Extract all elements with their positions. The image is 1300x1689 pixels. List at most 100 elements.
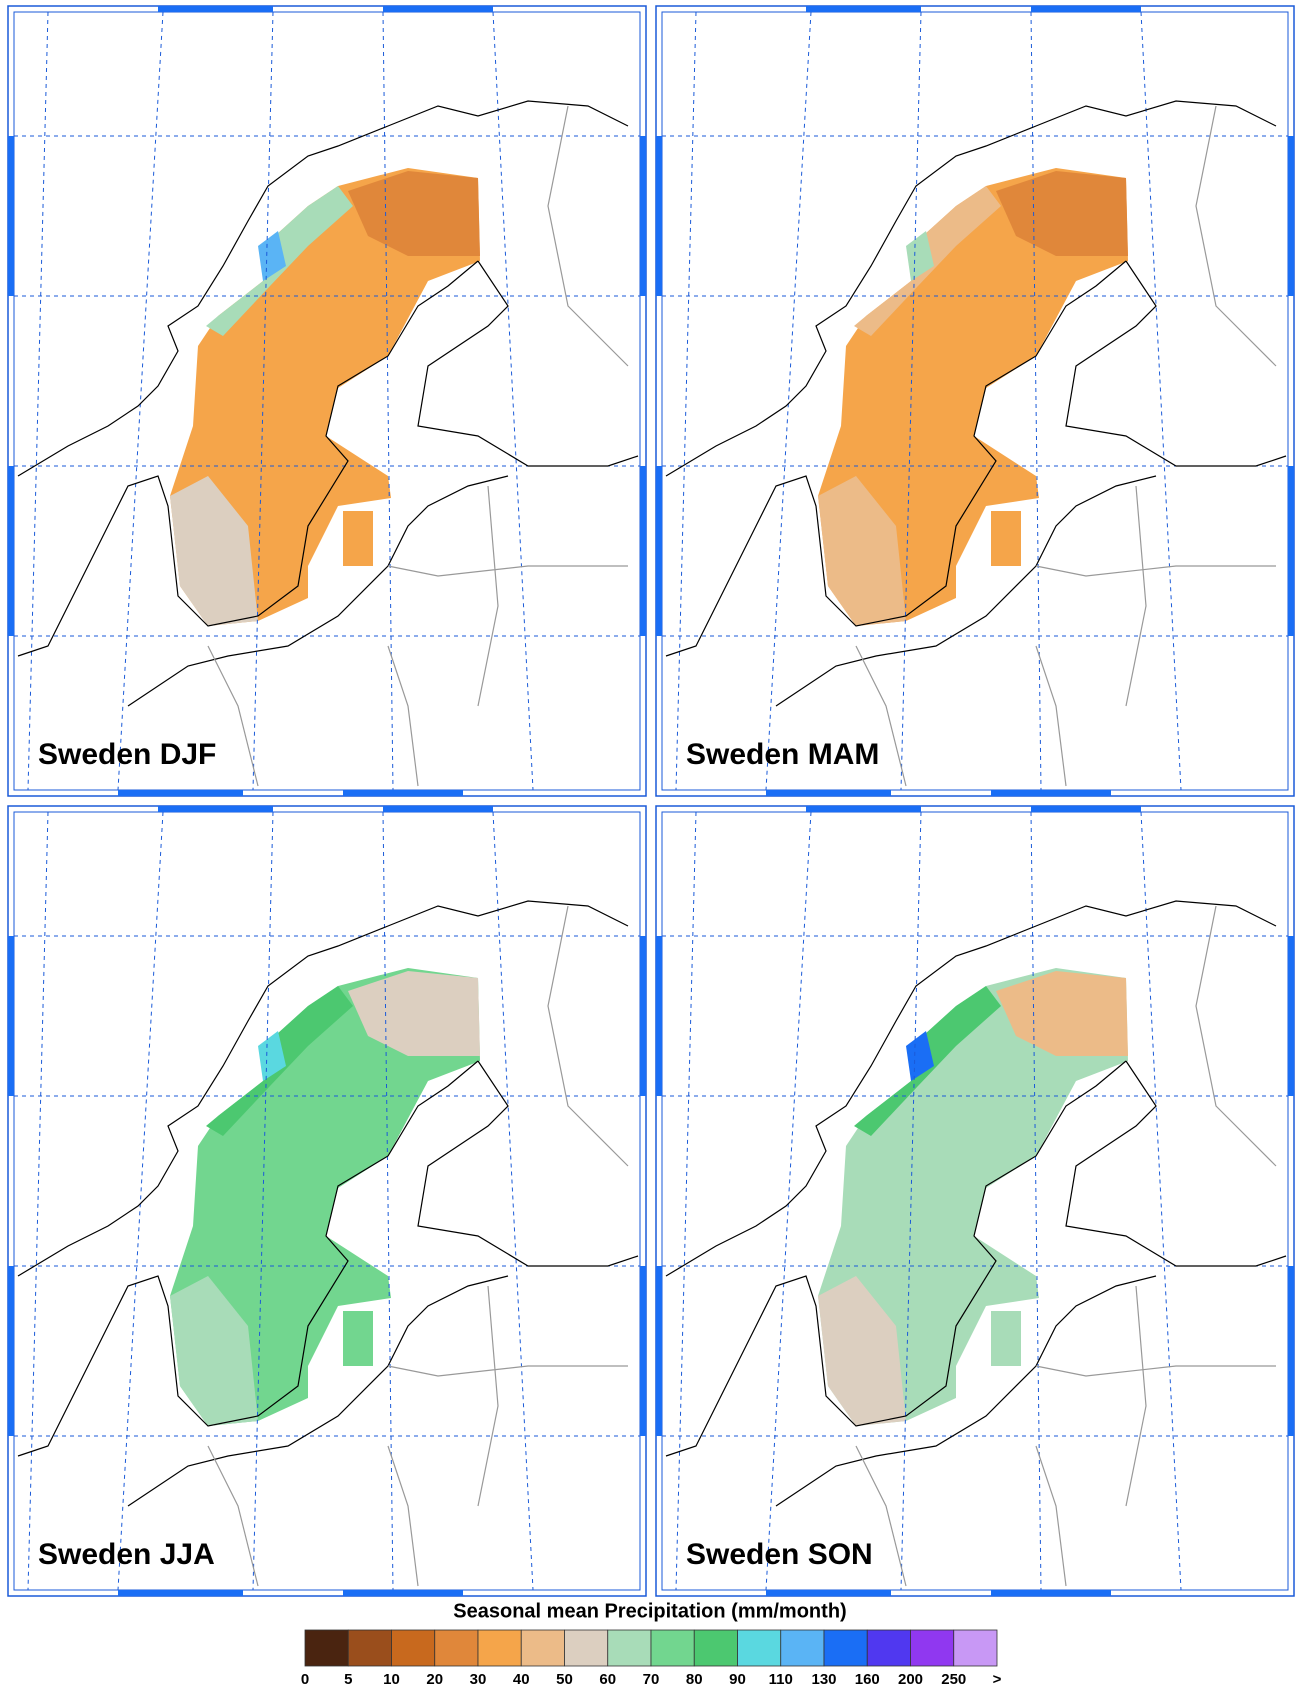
graticule xyxy=(492,11,534,791)
graticule xyxy=(382,811,394,1591)
precip-field xyxy=(818,968,1128,1426)
precip-field xyxy=(818,476,906,626)
colorbar-label: 70 xyxy=(643,1671,660,1688)
border-tick xyxy=(640,466,646,636)
border-tick xyxy=(343,790,463,796)
graticule xyxy=(1030,11,1042,791)
colorbar-swatch xyxy=(477,1629,522,1667)
border-tick xyxy=(118,1590,243,1596)
border-tick xyxy=(8,936,14,1096)
colorbar-swatch xyxy=(434,1629,479,1667)
colorbar-swatch xyxy=(607,1629,652,1667)
map-frame xyxy=(661,811,1289,1591)
border-tick xyxy=(806,806,921,812)
graticule xyxy=(492,811,534,1591)
border-tick xyxy=(1288,936,1294,1096)
precip-field xyxy=(343,511,373,566)
graticule xyxy=(1030,811,1042,1591)
graticule xyxy=(252,11,274,791)
border-line xyxy=(855,105,1277,787)
colorbar-label: 0 xyxy=(301,1671,309,1688)
border-line xyxy=(855,905,1277,1587)
colorbar-swatch xyxy=(347,1629,392,1667)
border-tick xyxy=(991,790,1111,796)
graticule xyxy=(117,11,164,791)
colorbar-label: 200 xyxy=(898,1671,923,1688)
border-tick xyxy=(158,806,273,812)
border-tick xyxy=(1288,466,1294,636)
precip-field xyxy=(258,1031,286,1081)
colorbar-label: 250 xyxy=(941,1671,966,1688)
precip-field xyxy=(818,168,1128,626)
border-tick xyxy=(1031,806,1141,812)
border-tick xyxy=(1031,6,1141,12)
coastline xyxy=(17,900,639,1507)
border-tick xyxy=(8,466,14,636)
colorbar-swatch xyxy=(391,1629,436,1667)
colorbar-label: 130 xyxy=(811,1671,836,1688)
border-tick xyxy=(766,790,891,796)
colorbar-label: 30 xyxy=(470,1671,487,1688)
map-panel: Sweden DJF xyxy=(7,5,647,797)
colorbar-label: 60 xyxy=(599,1671,616,1688)
map-panel: Sweden SON xyxy=(655,805,1295,1597)
graticule xyxy=(1140,811,1182,1591)
border-tick xyxy=(118,790,243,796)
precip-field xyxy=(348,171,480,256)
coastline xyxy=(665,900,1287,1507)
precip-field xyxy=(996,171,1128,256)
colorbar-label: 90 xyxy=(729,1671,746,1688)
graticule xyxy=(27,11,49,791)
border-line xyxy=(207,905,629,1587)
colorbar-label: 50 xyxy=(556,1671,573,1688)
border-tick xyxy=(656,936,662,1096)
colorbar-swatch xyxy=(520,1629,565,1667)
map-frame xyxy=(13,11,641,791)
colorbar-swatch xyxy=(866,1629,911,1667)
colorbar-swatch xyxy=(693,1629,738,1667)
graticule xyxy=(675,811,697,1591)
precip-field xyxy=(991,511,1021,566)
border-tick xyxy=(383,806,493,812)
graticule xyxy=(900,11,922,791)
map-panel: Sweden JJA xyxy=(7,805,647,1597)
colorbar-label: 20 xyxy=(426,1671,443,1688)
coastline xyxy=(17,100,639,707)
precip-field xyxy=(343,1311,373,1366)
precip-field xyxy=(170,1276,258,1426)
border-tick xyxy=(8,136,14,296)
colorbar-label: 80 xyxy=(686,1671,703,1688)
colorbar-swatch xyxy=(650,1629,695,1667)
border-tick xyxy=(1288,1266,1294,1436)
border-tick xyxy=(640,136,646,296)
border-tick xyxy=(8,1266,14,1436)
precip-field xyxy=(170,968,480,1426)
border-tick xyxy=(343,1590,463,1596)
precip-field xyxy=(258,231,286,281)
border-tick xyxy=(640,1266,646,1436)
border-tick xyxy=(158,6,273,12)
colorbar-label: 5 xyxy=(344,1671,352,1688)
map-frame xyxy=(661,11,1289,791)
border-tick xyxy=(656,466,662,636)
panel-label: Sweden JJA xyxy=(38,1538,215,1571)
colorbar-swatch xyxy=(304,1629,349,1667)
border-tick xyxy=(640,936,646,1096)
map-panel: Sweden MAM xyxy=(655,5,1295,797)
colorbar-swatch xyxy=(564,1629,609,1667)
border-tick xyxy=(766,1590,891,1596)
border-tick xyxy=(383,6,493,12)
border-tick xyxy=(656,1266,662,1436)
colorbar-label: > xyxy=(993,1671,1002,1688)
colorbar-label: 40 xyxy=(513,1671,530,1688)
border-tick xyxy=(806,6,921,12)
precip-field xyxy=(996,971,1128,1056)
precip-field xyxy=(906,1031,934,1081)
colorbar-swatch xyxy=(780,1629,825,1667)
colorbar-swatch xyxy=(953,1629,998,1667)
precip-field xyxy=(170,168,480,626)
colorbar-swatch xyxy=(737,1629,782,1667)
map-frame xyxy=(13,811,641,1591)
